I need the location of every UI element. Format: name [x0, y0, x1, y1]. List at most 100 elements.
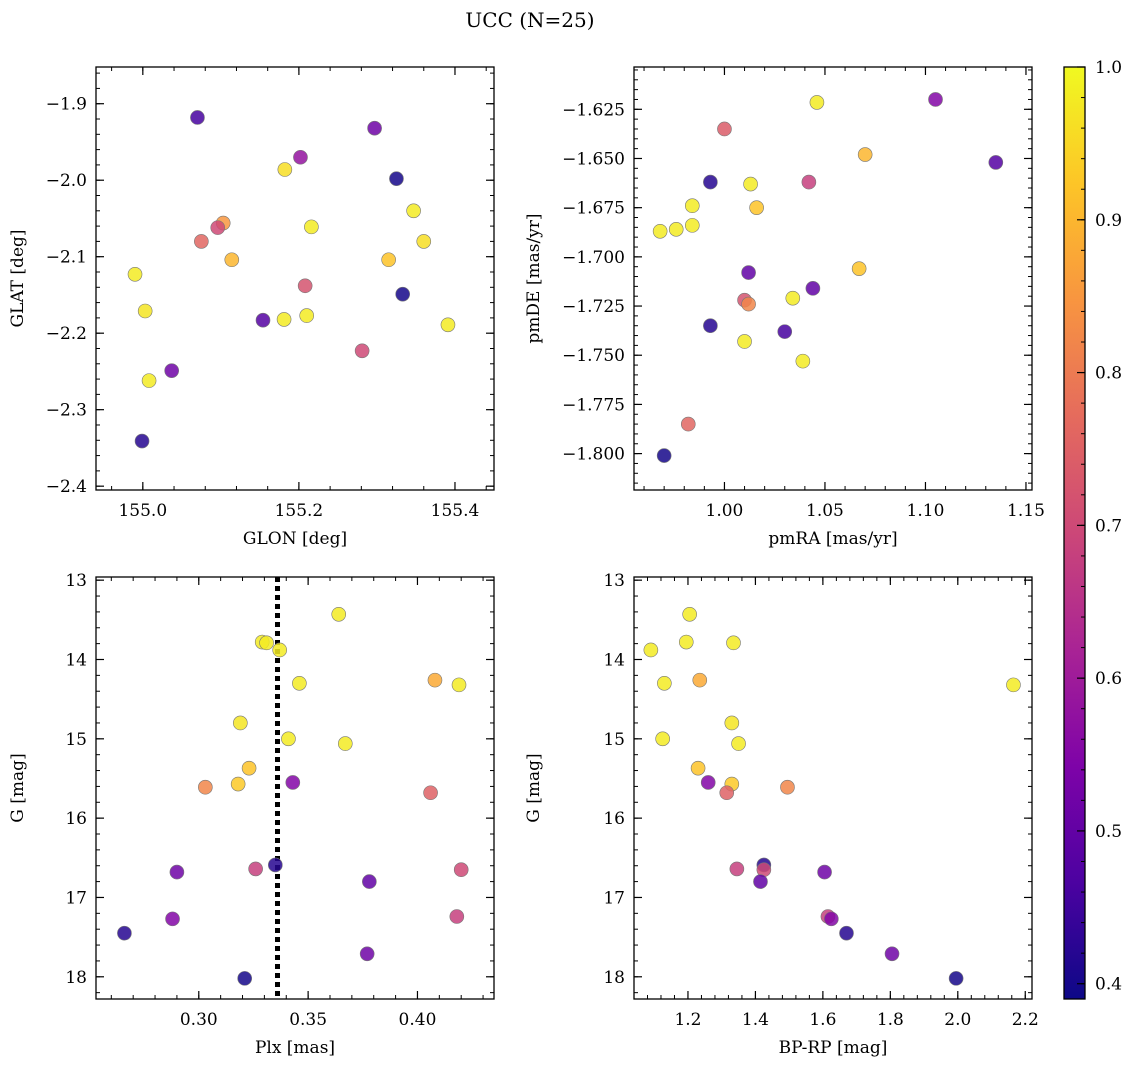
- x-axis-label: BP-RP [mag]: [779, 1038, 888, 1058]
- scatter-point: [210, 220, 226, 235]
- y-tick-label: −1.775: [562, 395, 625, 415]
- x-tick-label: 1.8: [877, 1010, 904, 1030]
- y-tick-label: −1.800: [562, 445, 625, 465]
- scatter-point: [362, 874, 377, 889]
- scatter-point: [299, 308, 315, 323]
- scatter-point: [726, 635, 741, 651]
- scatter-point: [423, 785, 438, 801]
- scatter-point: [857, 147, 873, 162]
- scatter-point: [449, 909, 465, 924]
- scatter-point: [948, 971, 964, 986]
- scatter-point: [692, 672, 708, 688]
- scatter-point: [169, 864, 185, 880]
- y-tick-label: −1.675: [562, 199, 625, 219]
- axes-frame: [633, 66, 1033, 491]
- y-tick-label: 16: [603, 809, 625, 829]
- scatter-point: [241, 760, 257, 776]
- y-tick-label: 13: [65, 571, 87, 591]
- x-tick-label: 1.00: [706, 501, 744, 521]
- scatter-point: [268, 857, 283, 873]
- scatter-point: [451, 677, 467, 693]
- scatter-point: [259, 635, 274, 651]
- scatter-point: [406, 203, 421, 219]
- colorbar-gradient: [1064, 67, 1085, 999]
- y-axis-label: G [mag]: [8, 753, 28, 822]
- scatter-point: [682, 606, 697, 622]
- subplot-4: 1.2 1.4 1.6 1.8 2.0 2.2 13 14 15 16 17 18 BP-RP [mag…: [524, 571, 1039, 1058]
- y-tick-label: −1.725: [562, 297, 625, 317]
- x-tick-label: 1.6: [809, 1010, 836, 1030]
- x-tick-label: 1.05: [806, 501, 844, 521]
- scatter-point: [777, 324, 793, 339]
- scatter-point: [684, 198, 700, 214]
- x-axis-label: pmRA [mas/yr]: [768, 529, 897, 549]
- scatter-point: [743, 176, 758, 192]
- scatter-point: [795, 353, 811, 369]
- scatter-point: [272, 642, 287, 658]
- scatter-point: [285, 775, 301, 790]
- y-tick-label: 18: [603, 968, 625, 988]
- x-tick-label: 0.30: [180, 1010, 218, 1030]
- scatter-point: [304, 219, 319, 235]
- scatter-point: [703, 318, 718, 334]
- scatter-point: [809, 95, 825, 110]
- scatter-point: [194, 234, 209, 249]
- scatter-point: [928, 92, 943, 107]
- axes-frame: [633, 576, 1033, 1000]
- scatter-point: [381, 252, 396, 268]
- y-tick-label: −1.650: [562, 149, 625, 169]
- scatter-point: [248, 861, 263, 877]
- scatter-point: [700, 775, 716, 790]
- scatter-point: [453, 862, 469, 878]
- scatter-point: [440, 317, 456, 333]
- scatter-point: [293, 149, 308, 165]
- y-tick-label: −2.1: [46, 248, 87, 268]
- figure-title: UCC (N=25): [465, 8, 594, 32]
- colorbar-tick-label: 0.8: [1095, 364, 1122, 384]
- scatter-point: [281, 731, 296, 747]
- scatter-point: [737, 334, 752, 349]
- scatter-point: [137, 303, 153, 319]
- scatter-point: [678, 634, 694, 650]
- x-tick-label: 0.40: [399, 1010, 437, 1030]
- colorbar: 0.4 0.5 0.6 0.7 0.8 0.9 1.0: [1063, 58, 1122, 1000]
- y-tick-label: −1.750: [562, 346, 625, 366]
- scatter-point: [655, 731, 670, 747]
- scatter-point: [198, 779, 213, 795]
- y-axis-label: GLAT [deg]: [8, 229, 28, 327]
- y-tick-label: 14: [603, 650, 625, 670]
- scatter-point: [331, 606, 347, 622]
- scatter-point: [395, 286, 410, 302]
- scatter-point: [359, 946, 375, 962]
- scatter-point: [230, 776, 246, 792]
- scatter-point: [801, 174, 817, 190]
- axes-frame: [95, 66, 495, 491]
- scatter-point: [134, 433, 150, 449]
- scatter-point: [652, 223, 668, 239]
- scatter-point: [276, 312, 292, 327]
- scatter-point: [684, 218, 700, 233]
- scatter-point: [805, 281, 821, 296]
- y-axis-label: pmDE [mas/yr]: [524, 213, 544, 343]
- scatter-point: [839, 925, 854, 941]
- scatter-point: [824, 911, 839, 927]
- colorbar-frame: [1063, 66, 1086, 1000]
- scatter-point: [224, 252, 240, 268]
- y-tick-label: −2.4: [46, 477, 87, 497]
- y-tick-label: −2.0: [46, 171, 87, 191]
- scatter-point: [292, 675, 307, 691]
- axes-frame: [95, 576, 495, 1000]
- scatter-point: [277, 162, 293, 177]
- scatter-point: [717, 121, 732, 137]
- y-axis-label: G [mag]: [524, 753, 544, 822]
- scatter-point: [753, 874, 768, 889]
- scatter-point: [817, 864, 832, 880]
- scatter-point: [690, 760, 706, 776]
- scatter-point: [255, 312, 271, 328]
- scatter-point: [884, 946, 900, 962]
- x-tick-label: 155.2: [275, 501, 324, 521]
- scatter-point: [164, 363, 179, 378]
- scatter-point: [785, 290, 801, 306]
- x-tick-label: 2.0: [944, 1010, 971, 1030]
